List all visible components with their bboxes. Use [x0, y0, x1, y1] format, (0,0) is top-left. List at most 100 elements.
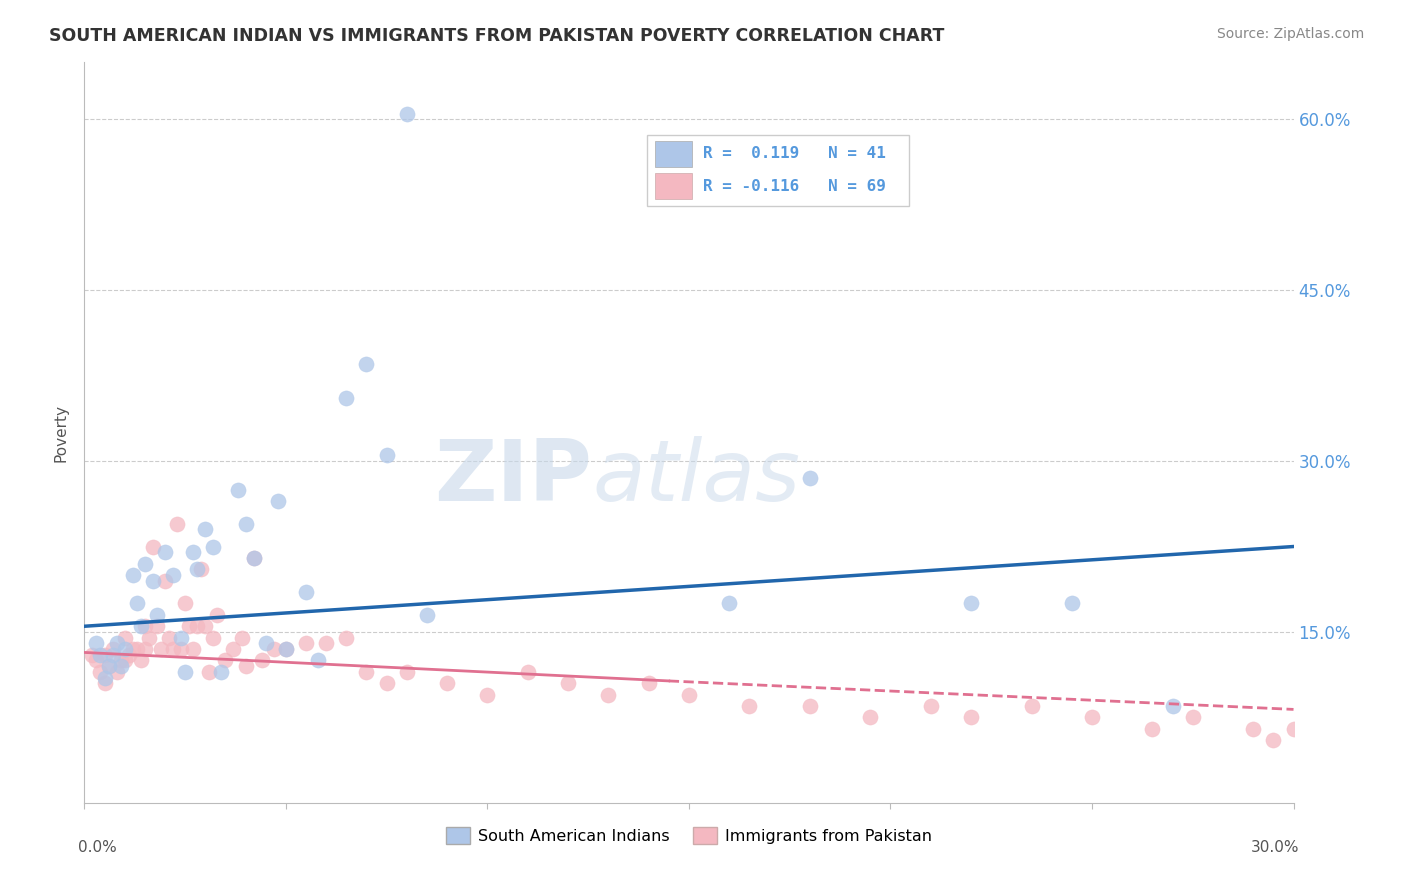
Point: [89, 665, 111, 679]
Point: [263, 642, 285, 657]
Point: [101, 648, 124, 662]
Point: [110, 659, 132, 673]
Point: [202, 631, 225, 645]
Point: [267, 494, 290, 508]
Point: [1263, 733, 1285, 747]
Point: [105, 636, 128, 650]
Point: [138, 631, 160, 645]
Point: [718, 597, 741, 611]
Point: [356, 665, 378, 679]
Point: [174, 597, 197, 611]
Point: [1142, 722, 1164, 736]
Point: [1081, 710, 1104, 724]
Point: [129, 619, 152, 633]
Point: [395, 106, 418, 120]
Point: [295, 636, 318, 650]
Point: [93, 648, 115, 662]
Point: [125, 642, 148, 657]
Text: atlas: atlas: [592, 435, 800, 518]
Point: [101, 642, 124, 657]
Point: [477, 688, 499, 702]
Point: [356, 357, 378, 371]
Point: [142, 574, 165, 588]
Point: [375, 449, 398, 463]
Point: [86, 636, 108, 650]
Point: [194, 619, 217, 633]
Point: [93, 676, 115, 690]
Point: [222, 642, 245, 657]
Point: [242, 550, 264, 565]
Point: [89, 648, 111, 662]
Point: [960, 710, 983, 724]
Point: [114, 631, 136, 645]
Point: [209, 665, 232, 679]
Point: [799, 698, 821, 713]
Point: [395, 665, 418, 679]
Text: R = -0.116   N = 69: R = -0.116 N = 69: [703, 179, 886, 194]
Point: [157, 631, 180, 645]
Point: [134, 557, 156, 571]
Point: [110, 653, 132, 667]
Point: [557, 676, 579, 690]
Text: 30.0%: 30.0%: [1251, 840, 1299, 855]
Point: [799, 471, 821, 485]
Text: 0.0%: 0.0%: [79, 840, 117, 855]
Point: [1060, 597, 1083, 611]
Legend: South American Indians, Immigrants from Pakistan: South American Indians, Immigrants from …: [439, 821, 939, 850]
Point: [859, 710, 882, 724]
Point: [198, 665, 221, 679]
Point: [738, 698, 761, 713]
Text: ZIP: ZIP: [434, 435, 592, 518]
FancyBboxPatch shape: [647, 136, 908, 206]
Point: [335, 631, 357, 645]
Point: [315, 636, 337, 650]
Point: [162, 568, 184, 582]
Point: [166, 516, 188, 531]
Point: [174, 665, 197, 679]
Point: [637, 676, 659, 690]
Point: [97, 659, 120, 673]
Point: [274, 642, 297, 657]
Point: [1181, 710, 1204, 724]
Point: [186, 562, 208, 576]
Point: [1161, 698, 1184, 713]
Point: [1282, 722, 1305, 736]
Point: [375, 676, 398, 690]
Point: [93, 671, 115, 685]
Point: [114, 653, 136, 667]
Point: [186, 619, 208, 633]
Point: [516, 665, 538, 679]
FancyBboxPatch shape: [655, 173, 692, 200]
Point: [226, 483, 249, 497]
Point: [190, 562, 212, 576]
Y-axis label: Poverty: Poverty: [53, 403, 69, 462]
Point: [194, 523, 217, 537]
Point: [242, 550, 264, 565]
Point: [105, 665, 128, 679]
Point: [82, 648, 104, 662]
Point: [920, 698, 942, 713]
Point: [436, 676, 458, 690]
Point: [170, 631, 193, 645]
Point: [121, 568, 143, 582]
Point: [416, 607, 439, 622]
Point: [118, 648, 141, 662]
Point: [86, 653, 108, 667]
Point: [335, 392, 357, 406]
Point: [170, 642, 193, 657]
Point: [153, 545, 176, 559]
Point: [121, 642, 143, 657]
Point: [125, 597, 148, 611]
Point: [214, 653, 236, 667]
Point: [181, 545, 204, 559]
Point: [146, 619, 169, 633]
Point: [146, 607, 169, 622]
Point: [149, 642, 172, 657]
Point: [134, 642, 156, 657]
Point: [142, 540, 165, 554]
Point: [1302, 733, 1324, 747]
Point: [181, 642, 204, 657]
Point: [678, 688, 700, 702]
Point: [307, 653, 329, 667]
FancyBboxPatch shape: [655, 141, 692, 167]
